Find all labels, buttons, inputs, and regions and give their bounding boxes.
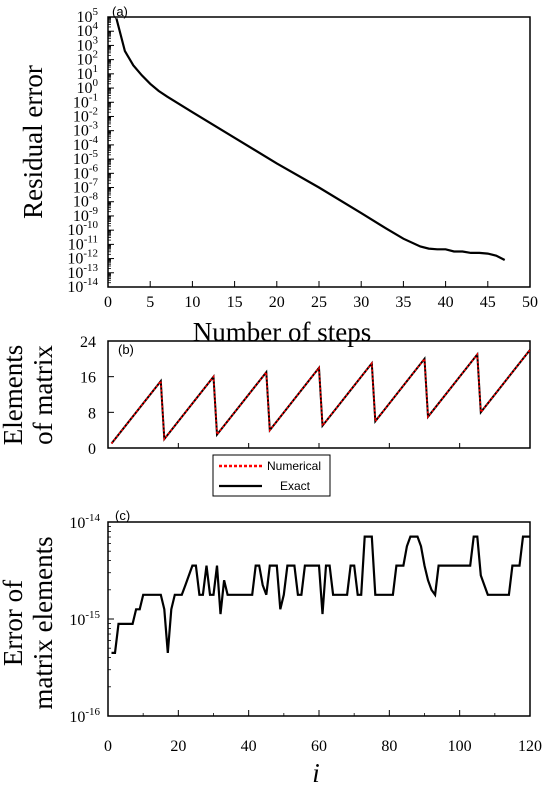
panel-b-frame bbox=[107, 340, 531, 449]
series-numerical bbox=[110, 349, 531, 444]
panel-b-y-axis-title-line2: of matrix bbox=[28, 345, 58, 445]
x-tick-label: 120 bbox=[518, 738, 542, 755]
panel-b-label: (b) bbox=[118, 342, 134, 357]
panel-b-series-lines bbox=[110, 349, 531, 445]
y-tick-label: 10-14 bbox=[67, 276, 98, 296]
x-tick-label: 0 bbox=[104, 738, 112, 755]
y-tick-label: 10-1 bbox=[73, 91, 98, 111]
panel-c: 0 20 40 60 80 100 120 10-14 10-15 10-16 (c) i Er… bbox=[0, 508, 542, 788]
x-tick-label: 20 bbox=[170, 738, 186, 755]
x-tick-label: 15 bbox=[227, 294, 243, 311]
panel-a: 0 5 10 15 20 25 30 35 40 45 50 1051041031021011001… bbox=[18, 4, 538, 347]
panel-c-y-axis-title-line1: Error of bbox=[0, 580, 28, 666]
panel-c-x-axis-title: i bbox=[312, 758, 320, 788]
panel-c-x-tick-labels: 0 20 40 60 80 100 120 bbox=[104, 738, 542, 755]
x-tick-label: 0 bbox=[104, 294, 112, 311]
y-tick-label: 10-10 bbox=[67, 219, 98, 239]
y-tick-label: 105 bbox=[77, 6, 99, 26]
x-tick-label: 30 bbox=[353, 294, 369, 311]
x-tick-label: 40 bbox=[241, 738, 257, 755]
y-tick-label: 10-4 bbox=[73, 134, 99, 154]
y-tick-label: 102 bbox=[77, 49, 99, 69]
y-tick-label: 10-8 bbox=[73, 191, 99, 211]
y-tick-label: 10-5 bbox=[73, 148, 99, 168]
y-tick-label: 10-7 bbox=[73, 177, 99, 197]
panel-b-ticks bbox=[107, 340, 531, 449]
x-tick-label: 45 bbox=[480, 294, 496, 311]
x-tick-label: 40 bbox=[438, 294, 454, 311]
panel-a-series-line bbox=[115, 18, 506, 261]
panel-b: 0 8 16 24 (b) Elements of matrix Numerical … bbox=[0, 334, 531, 497]
panel-a-label: (a) bbox=[112, 4, 128, 19]
y-tick-label: 10-2 bbox=[73, 105, 98, 125]
x-tick-label: 5 bbox=[146, 294, 154, 311]
y-tick-label: 104 bbox=[77, 20, 99, 40]
panel-a-frame bbox=[107, 16, 531, 288]
y-tick-label: 10-15 bbox=[69, 609, 100, 629]
y-tick-label: 16 bbox=[80, 370, 96, 387]
x-tick-label: 60 bbox=[311, 738, 327, 755]
y-tick-label: 10-6 bbox=[73, 162, 99, 182]
y-tick-label: 10-13 bbox=[67, 262, 98, 282]
y-tick-label: 10-11 bbox=[68, 233, 98, 253]
panel-a-ticks bbox=[107, 16, 531, 288]
y-tick-label: 101 bbox=[77, 63, 99, 83]
y-tick-label: 100 bbox=[77, 77, 99, 97]
legend-exact-label: Exact bbox=[280, 479, 311, 493]
x-tick-label: 35 bbox=[395, 294, 411, 311]
panel-b-y-axis-title-line1: Elements bbox=[0, 345, 28, 445]
panel-b-legend: Numerical Exact bbox=[212, 454, 331, 497]
panel-c-label: (c) bbox=[115, 508, 130, 523]
y-tick-label: 0 bbox=[88, 441, 96, 458]
x-tick-label: 25 bbox=[311, 294, 327, 311]
x-tick-label: 80 bbox=[381, 738, 397, 755]
y-tick-label: 103 bbox=[77, 34, 99, 54]
y-tick-label: 10-12 bbox=[67, 248, 98, 268]
x-tick-label: 10 bbox=[184, 294, 200, 311]
panel-b-y-tick-labels: 0 8 16 24 bbox=[80, 334, 96, 458]
y-tick-label: 10-9 bbox=[73, 205, 99, 225]
panel-c-y-axis-title-line2: matrix elements bbox=[28, 536, 58, 709]
panel-a-y-tick-labels: 10510410310210110010-110-210-310-410-510… bbox=[67, 6, 98, 296]
panel-c-ticks bbox=[107, 521, 531, 717]
y-tick-label: 10-14 bbox=[69, 512, 100, 532]
panel-c-y-tick-labels: 10-14 10-15 10-16 bbox=[69, 512, 100, 726]
x-tick-label: 50 bbox=[522, 294, 538, 311]
y-tick-label: 10-16 bbox=[69, 706, 100, 726]
legend-numerical-label: Numerical bbox=[267, 459, 321, 473]
x-tick-label: 20 bbox=[269, 294, 285, 311]
y-tick-label: 8 bbox=[88, 405, 96, 422]
panel-a-y-axis-title: Residual error bbox=[18, 65, 48, 219]
x-tick-label: 100 bbox=[448, 738, 472, 755]
panel-a-x-axis-title: Number of steps bbox=[193, 317, 371, 347]
panel-a-x-tick-labels: 0 5 10 15 20 25 30 35 40 45 50 bbox=[104, 294, 538, 311]
y-tick-label: 10-3 bbox=[73, 120, 99, 140]
panel-c-series-line bbox=[111, 535, 530, 654]
y-tick-label: 24 bbox=[80, 334, 96, 351]
legend-box bbox=[212, 454, 331, 497]
